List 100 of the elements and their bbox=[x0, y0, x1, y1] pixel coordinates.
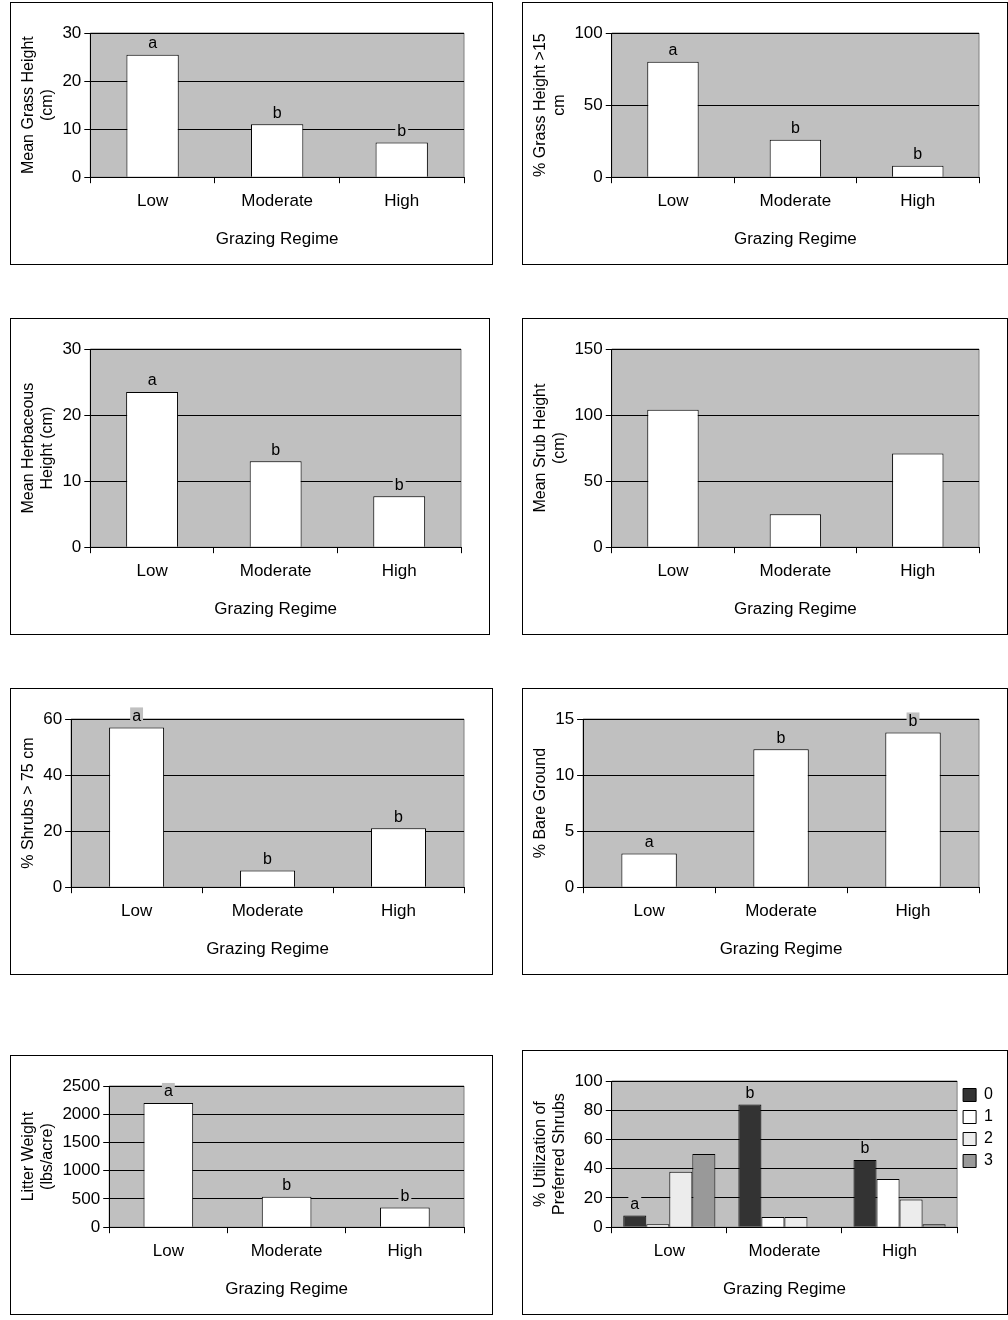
y-tick-label: 60 bbox=[43, 708, 63, 728]
legend-label: 3 bbox=[984, 1151, 994, 1169]
annotation: a bbox=[668, 41, 678, 59]
annotation: b bbox=[908, 711, 918, 729]
legend-label: 2 bbox=[984, 1129, 994, 1147]
y-axis-title: Mean Grass Height (cm) bbox=[19, 35, 56, 175]
y-tick-label: 80 bbox=[583, 1099, 603, 1119]
x-axis-title: Grazing Regime bbox=[225, 1279, 349, 1299]
y-tick-label: 60 bbox=[583, 1129, 603, 1149]
x-axis-title: Grazing Regime bbox=[733, 229, 857, 249]
y-tick-label: 1000 bbox=[62, 1160, 101, 1180]
x-tick-label: Moderate bbox=[239, 561, 312, 581]
x-axis-title: Grazing Regime bbox=[206, 939, 329, 959]
x-tick-label: Moderate bbox=[241, 191, 314, 211]
annotation: b bbox=[271, 440, 281, 458]
x-axis-title: Grazing Regime bbox=[215, 229, 339, 249]
annotation: a bbox=[163, 1082, 173, 1100]
y-axis-title: Litter Weight (lbs/acre) bbox=[19, 1111, 56, 1202]
annotation: b bbox=[860, 1139, 870, 1157]
x-axis-title: Grazing Regime bbox=[723, 1279, 846, 1299]
x-tick-label: High bbox=[381, 561, 417, 581]
annotation: b bbox=[272, 103, 282, 121]
y-tick-label: 5 bbox=[564, 820, 575, 840]
y-tick-label: 1500 bbox=[62, 1132, 101, 1152]
annotation: a bbox=[630, 1194, 640, 1212]
y-tick-label: 0 bbox=[71, 166, 82, 186]
x-tick-label: Moderate bbox=[759, 191, 832, 211]
x-axis-title: Grazing Regime bbox=[719, 939, 843, 959]
x-tick-label: Moderate bbox=[745, 901, 817, 921]
annotation: b bbox=[397, 122, 407, 139]
x-tick-label: Low bbox=[653, 1241, 686, 1261]
y-tick-label: 40 bbox=[43, 764, 63, 784]
annotation: b bbox=[745, 1083, 755, 1101]
annotation: a bbox=[644, 832, 654, 850]
y-tick-label: 100 bbox=[574, 22, 603, 42]
annotation: a bbox=[147, 371, 157, 389]
x-tick-label: Moderate bbox=[759, 561, 832, 581]
y-tick-label: 20 bbox=[62, 404, 82, 424]
y-tick-label: 10 bbox=[555, 764, 575, 784]
annotation: a bbox=[132, 706, 142, 724]
y-tick-label: 0 bbox=[71, 536, 82, 556]
y-tick-label: 500 bbox=[71, 1188, 101, 1208]
x-tick-label: High bbox=[882, 1241, 918, 1261]
annotation: b bbox=[790, 119, 800, 137]
y-tick-label: 100 bbox=[574, 404, 603, 424]
y-tick-label: 30 bbox=[62, 22, 82, 42]
y-axis-title: % Shrubs > 75 cm bbox=[19, 737, 37, 869]
y-tick-label: 100 bbox=[574, 1070, 603, 1090]
y-tick-label: 0 bbox=[593, 1216, 603, 1236]
annotation: b bbox=[282, 1176, 292, 1194]
x-tick-label: Moderate bbox=[231, 901, 304, 921]
legend-label: 1 bbox=[984, 1107, 994, 1125]
annotation: b bbox=[776, 728, 786, 746]
x-tick-label: Low bbox=[137, 191, 169, 211]
y-tick-label: 50 bbox=[583, 94, 603, 114]
x-tick-label: Low bbox=[152, 1241, 185, 1261]
legend-label: 0 bbox=[984, 1085, 994, 1103]
y-tick-label: 20 bbox=[43, 820, 63, 840]
y-tick-label: 2000 bbox=[62, 1103, 101, 1123]
x-tick-label: Moderate bbox=[250, 1241, 323, 1261]
y-tick-label: 20 bbox=[583, 1187, 603, 1207]
annotation: b bbox=[263, 849, 273, 867]
x-tick-label: High bbox=[900, 191, 936, 211]
x-tick-label: Low bbox=[657, 561, 690, 581]
y-tick-label: 10 bbox=[62, 470, 82, 490]
y-tick-label: 0 bbox=[564, 876, 575, 896]
y-axis-title: Mean Herbaceous Height (cm) bbox=[19, 382, 56, 514]
x-tick-label: High bbox=[900, 561, 936, 581]
x-axis-title: Grazing Regime bbox=[214, 599, 338, 619]
y-axis-title: % Bare Ground bbox=[531, 747, 549, 859]
x-tick-label: High bbox=[384, 191, 420, 211]
x-tick-label: Low bbox=[657, 191, 690, 211]
y-tick-label: 15 bbox=[555, 708, 575, 728]
annotation: a bbox=[148, 34, 158, 52]
y-tick-label: 40 bbox=[583, 1158, 603, 1178]
x-tick-label: Moderate bbox=[748, 1241, 821, 1261]
y-axis-title: % Grass Height >15 cm bbox=[531, 33, 568, 177]
y-axis-title: Mean Srub Height (cm) bbox=[531, 383, 568, 513]
y-tick-label: 0 bbox=[593, 536, 603, 556]
y-tick-label: 2500 bbox=[62, 1075, 101, 1095]
annotation: b bbox=[400, 1186, 410, 1204]
annotation: b bbox=[394, 807, 404, 825]
y-tick-label: 10 bbox=[62, 118, 82, 138]
annotation: b bbox=[913, 145, 923, 163]
y-tick-label: 20 bbox=[62, 70, 82, 90]
y-tick-label: 0 bbox=[52, 876, 63, 896]
y-tick-label: 30 bbox=[62, 338, 82, 358]
y-tick-label: 150 bbox=[574, 338, 603, 358]
x-tick-label: Low bbox=[136, 561, 169, 581]
y-tick-label: 50 bbox=[583, 470, 603, 490]
x-tick-label: High bbox=[895, 901, 931, 921]
y-tick-label: 0 bbox=[593, 166, 603, 186]
x-tick-label: High bbox=[387, 1241, 423, 1261]
x-tick-label: Low bbox=[633, 901, 666, 921]
y-axis-title: % Utilization of Preferred Shrubs bbox=[531, 1093, 568, 1216]
x-axis-title: Grazing Regime bbox=[733, 599, 857, 619]
x-tick-label: High bbox=[381, 901, 416, 921]
x-tick-label: Low bbox=[121, 901, 153, 921]
annotation: b bbox=[394, 475, 404, 493]
y-tick-label: 0 bbox=[90, 1216, 101, 1236]
